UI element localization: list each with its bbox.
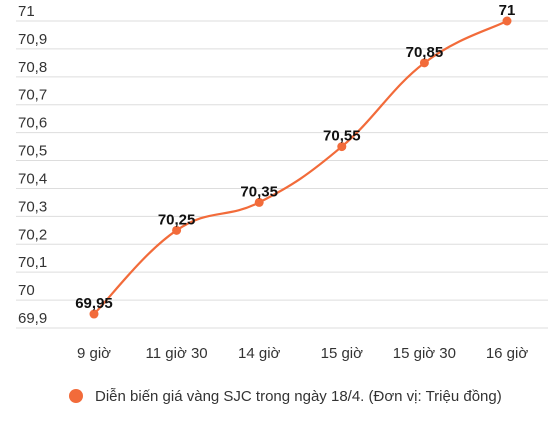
x-tick-label: 9 giờ xyxy=(77,345,111,362)
data-point xyxy=(419,58,429,68)
x-axis-ticks: 9 giờ 11 giờ 30 14 giờ 15 giờ 15 giờ 30 16 gi… xyxy=(77,345,528,362)
data-label: 70,35 xyxy=(240,183,278,200)
legend-marker xyxy=(69,389,83,403)
y-tick-label: 70,5 xyxy=(18,143,47,160)
x-tick-label: 15 giờ xyxy=(321,345,364,362)
data-label: 70,85 xyxy=(406,44,444,61)
y-tick-label: 70,8 xyxy=(18,59,47,76)
x-tick-label: 15 giờ 30 xyxy=(393,345,456,362)
data-labels: 69,95 70,25 70,35 70,55 70,85 71 xyxy=(75,2,515,312)
data-point xyxy=(172,225,182,235)
x-tick-label: 14 giờ xyxy=(238,345,281,362)
y-axis-ticks: 71 70,9 70,8 70,7 70,6 70,5 70,4 70,3 70,2 70,1 70… xyxy=(18,3,47,327)
data-point xyxy=(337,142,347,152)
data-label: 69,95 xyxy=(75,295,113,312)
y-tick-label: 70,3 xyxy=(18,198,47,215)
y-tick-label: 69,9 xyxy=(18,310,47,327)
x-tick-label: 16 giờ xyxy=(486,345,529,362)
x-tick-label: 11 giờ 30 xyxy=(146,345,208,362)
y-tick-label: 70,6 xyxy=(18,115,47,132)
data-point xyxy=(502,16,512,26)
y-tick-label: 70,7 xyxy=(18,87,47,104)
legend-label: Diễn biến giá vàng SJC trong ngày 18/4. … xyxy=(95,388,502,405)
y-tick-label: 70,9 xyxy=(18,31,47,48)
y-tick-label: 70,2 xyxy=(18,226,47,243)
y-tick-label: 70,4 xyxy=(18,170,47,187)
legend: Diễn biến giá vàng SJC trong ngày 18/4. … xyxy=(69,388,502,405)
y-tick-label: 70,1 xyxy=(18,254,47,271)
data-label: 70,55 xyxy=(323,128,361,145)
data-points xyxy=(89,16,512,319)
data-point xyxy=(254,197,264,207)
y-tick-label: 70 xyxy=(18,282,35,299)
data-label: 70,25 xyxy=(158,211,196,228)
series-line xyxy=(93,20,508,315)
y-tick-label: 71 xyxy=(18,3,35,20)
gridlines xyxy=(16,20,548,329)
data-label: 71 xyxy=(499,2,516,19)
data-point xyxy=(89,309,99,319)
